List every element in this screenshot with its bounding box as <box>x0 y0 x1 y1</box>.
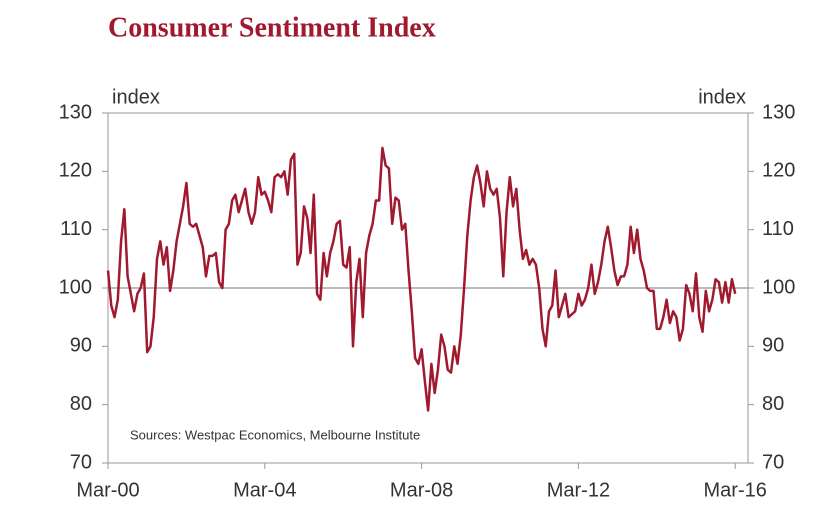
chart-title: Consumer Sentiment Index <box>108 12 436 43</box>
y2-tick-label: 130 <box>762 101 795 123</box>
y-axis-label: index <box>112 86 160 108</box>
y2-tick-label: 70 <box>762 451 784 473</box>
y-tick-label: 120 <box>59 160 92 182</box>
x-tick-label: Mar-12 <box>547 479 610 501</box>
y2-tick-label: 80 <box>762 393 784 415</box>
y2-tick-label: 120 <box>762 160 795 182</box>
x-tick-label: Mar-08 <box>390 479 453 501</box>
y2-axis-label: index <box>698 86 746 108</box>
x-tick-label: Mar-04 <box>233 479 296 501</box>
y-tick-label: 90 <box>70 335 92 357</box>
y2-tick-label: 100 <box>762 276 795 298</box>
y-tick-label: 70 <box>70 451 92 473</box>
y-tick-label: 80 <box>70 393 92 415</box>
x-tick-label: Mar-00 <box>76 479 139 501</box>
y-tick-label: 100 <box>59 276 92 298</box>
y2-tick-label: 110 <box>762 218 794 240</box>
y-tick-label: 130 <box>59 101 92 123</box>
annotation: Sources: Westpac Economics, Melbourne In… <box>130 427 420 442</box>
y2-tick-label: 90 <box>762 335 784 357</box>
x-tick-label: Mar-16 <box>704 479 767 501</box>
y-tick-label: 110 <box>60 218 92 240</box>
series-line <box>106 146 737 412</box>
